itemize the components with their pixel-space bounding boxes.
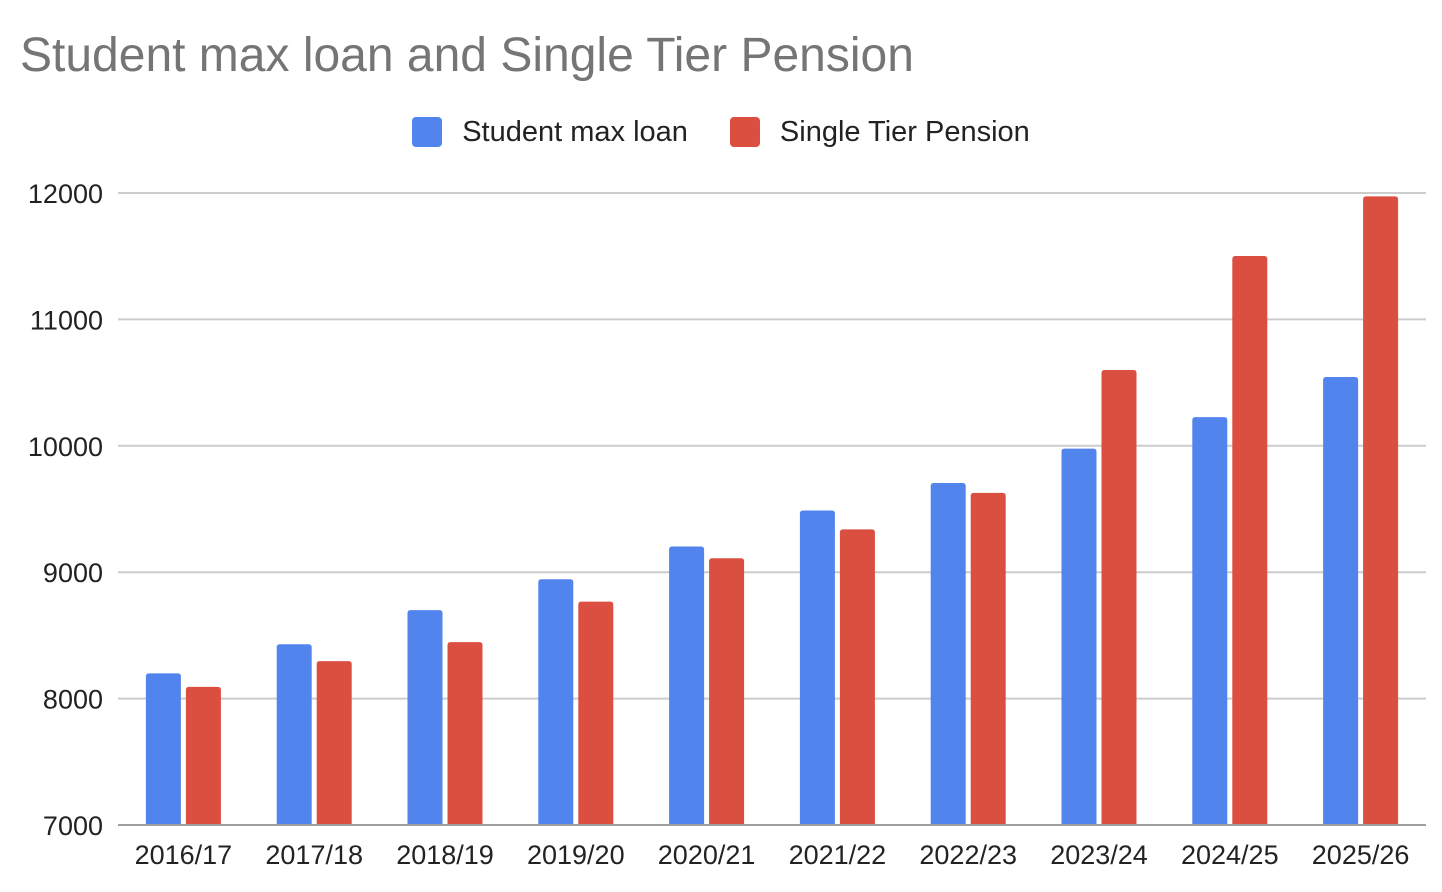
x-tick-label-2025-26: 2025/26 bbox=[1312, 840, 1410, 870]
x-axis-ticks: 2016/17 2017/18 2018/19 2019/20 2020/21 2021/… bbox=[118, 824, 1426, 870]
bar-single-tier-pension-2016-17 bbox=[185, 686, 221, 825]
bar-single-tier-pension-2024-25 bbox=[1232, 255, 1268, 825]
bar-student-max-loan-2025-26 bbox=[1323, 377, 1359, 825]
bar-student-max-loan-2018-19 bbox=[407, 610, 443, 825]
y-tick-label-9000: 9000 bbox=[43, 558, 103, 588]
x-tick-label-2020-21: 2020/21 bbox=[658, 840, 756, 870]
y-axis-ticks: 7000 8000 9000 10000 11000 12000 bbox=[28, 179, 103, 841]
x-tick-label-2016-17: 2016/17 bbox=[135, 840, 233, 870]
x-tick-label-2024-25: 2024/25 bbox=[1181, 840, 1279, 870]
x-tick-label-2021-22: 2021/22 bbox=[789, 840, 887, 870]
bar-single-tier-pension-2025-26 bbox=[1363, 196, 1399, 826]
bar-single-tier-pension-2022-23 bbox=[970, 492, 1006, 825]
legend: Student max loan Single Tier Pension bbox=[0, 112, 1442, 152]
x-tick-label-2017-18: 2017/18 bbox=[265, 840, 363, 870]
y-tick-label-12000: 12000 bbox=[28, 179, 103, 209]
legend-swatch-single-tier-pension bbox=[729, 117, 760, 147]
bar-single-tier-pension-2017-18 bbox=[316, 661, 352, 825]
y-tick-label-8000: 8000 bbox=[43, 685, 103, 715]
bar-student-max-loan-2021-22 bbox=[799, 510, 835, 825]
bar-student-max-loan-2023-24 bbox=[1061, 448, 1097, 825]
chart-title: Student max loan and Single Tier Pension bbox=[20, 29, 914, 82]
legend-item-student-max-loan: Student max loan bbox=[412, 116, 688, 149]
legend-label-single-tier-pension: Single Tier Pension bbox=[779, 115, 1030, 148]
legend-swatch-student-max-loan bbox=[412, 117, 443, 147]
bar-single-tier-pension-2021-22 bbox=[839, 529, 875, 825]
bar-student-max-loan-2019-20 bbox=[538, 579, 574, 825]
x-tick-label-2023-24: 2023/24 bbox=[1050, 840, 1148, 870]
y-tick-label-10000: 10000 bbox=[28, 432, 103, 462]
bar-student-max-loan-2016-17 bbox=[145, 673, 181, 825]
gridlines bbox=[118, 192, 1426, 826]
bar-single-tier-pension-2020-21 bbox=[709, 558, 745, 825]
bar-student-max-loan-2020-21 bbox=[669, 546, 705, 825]
y-tick-label-7000: 7000 bbox=[43, 811, 103, 841]
bar-student-max-loan-2022-23 bbox=[930, 482, 966, 825]
legend-label-student-max-loan: Student max loan bbox=[462, 115, 688, 148]
x-tick-label-2022-23: 2022/23 bbox=[919, 840, 1017, 870]
bar-student-max-loan-2017-18 bbox=[276, 644, 312, 825]
y-tick-label-11000: 11000 bbox=[30, 305, 103, 335]
bar-single-tier-pension-2019-20 bbox=[578, 601, 614, 825]
x-tick-label-2019-20: 2019/20 bbox=[527, 840, 625, 870]
x-tick-label-2018-19: 2018/19 bbox=[396, 840, 494, 870]
bar-single-tier-pension-2023-24 bbox=[1101, 369, 1137, 825]
bar-student-max-loan-2024-25 bbox=[1192, 417, 1228, 825]
legend-item-single-tier-pension: Single Tier Pension bbox=[729, 115, 1030, 149]
bar-single-tier-pension-2018-19 bbox=[447, 642, 483, 825]
bars bbox=[145, 196, 1399, 826]
